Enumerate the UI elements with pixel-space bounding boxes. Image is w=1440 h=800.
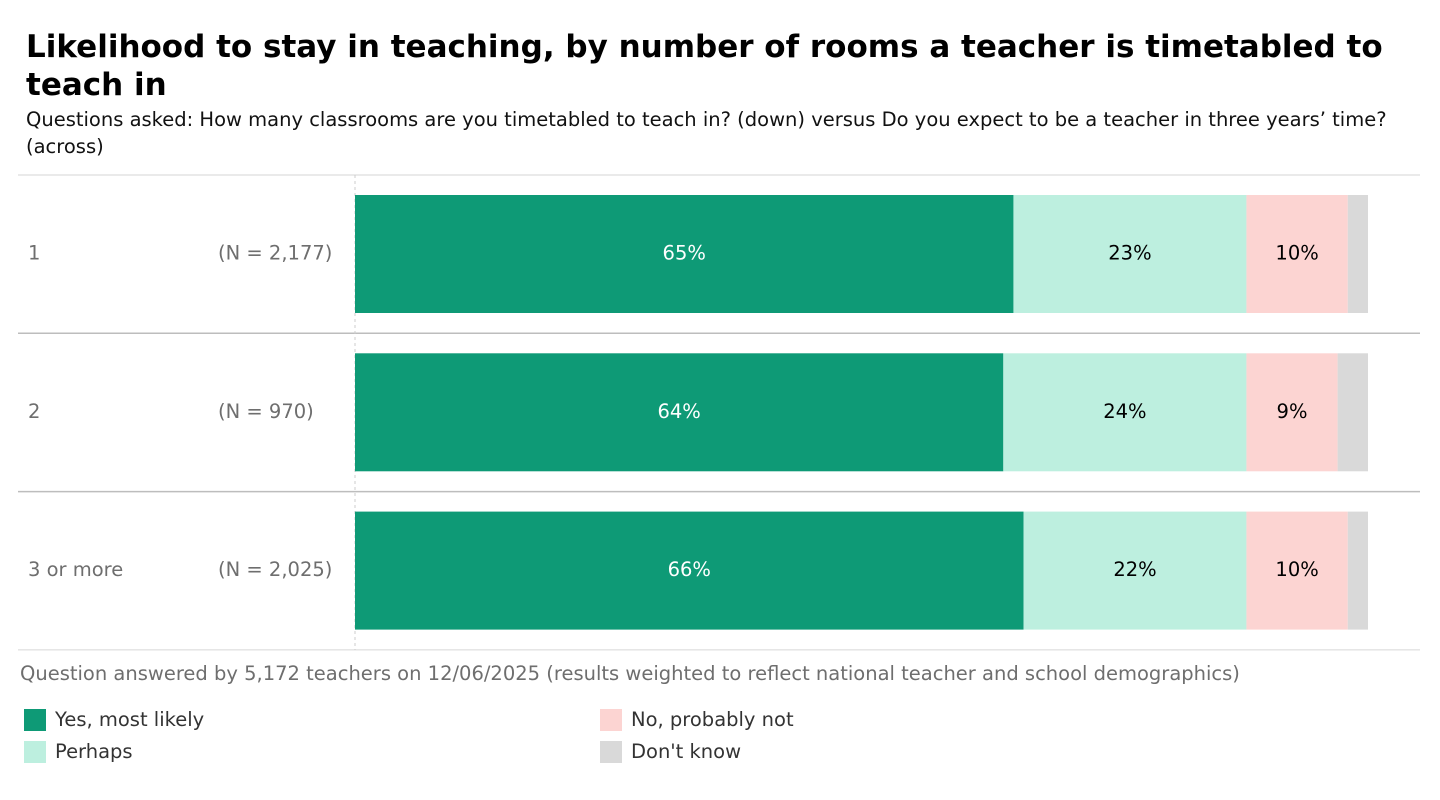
bar-segment bbox=[1003, 353, 1247, 472]
data-label: 24% bbox=[1103, 400, 1146, 423]
bar-segment bbox=[1246, 511, 1348, 630]
legend-swatch-perhaps bbox=[24, 740, 46, 763]
category-label: 2 bbox=[28, 400, 40, 423]
bar-segment bbox=[355, 353, 1004, 472]
data-label: 23% bbox=[1108, 242, 1151, 265]
data-label: 65% bbox=[663, 242, 706, 265]
bar-segment bbox=[1246, 353, 1338, 472]
category-label: 3 or more bbox=[28, 558, 123, 581]
legend-item-perhaps: Perhaps bbox=[24, 740, 133, 763]
category-label: 1 bbox=[28, 242, 40, 265]
bar-segment bbox=[1013, 195, 1247, 313]
legend-swatch-no bbox=[600, 708, 622, 731]
data-label: 10% bbox=[1275, 242, 1318, 265]
legend-swatch-dontknow bbox=[600, 740, 622, 763]
legend-item-dontknow: Don't know bbox=[600, 740, 741, 763]
sample-size-label: (N = 2,177) bbox=[218, 242, 332, 265]
sample-size-label: (N = 970) bbox=[218, 400, 314, 423]
data-label: 66% bbox=[668, 558, 711, 581]
bar-segment bbox=[355, 195, 1014, 313]
sample-size-label: (N = 2,025) bbox=[218, 558, 332, 581]
data-label: 22% bbox=[1113, 558, 1156, 581]
bar-segment bbox=[1023, 511, 1247, 630]
chart-title: Likelihood to stay in teaching, by numbe… bbox=[26, 29, 1383, 103]
legend-label-perhaps: Perhaps bbox=[55, 740, 133, 763]
legend-swatch-yes bbox=[24, 708, 46, 731]
bar-segment bbox=[1337, 353, 1368, 472]
legend-item-yes: Yes, most likely bbox=[24, 708, 204, 731]
chart-subtitle: Questions asked: How many classrooms are… bbox=[26, 108, 1387, 158]
data-label: 9% bbox=[1277, 400, 1308, 423]
bar-segment bbox=[355, 511, 1024, 630]
data-label: 10% bbox=[1275, 558, 1318, 581]
sample-note: Question answered by 5,172 teachers on 1… bbox=[20, 662, 1240, 685]
bar-segment bbox=[1347, 195, 1368, 313]
data-label: 64% bbox=[657, 400, 700, 423]
legend-item-no: No, probably not bbox=[600, 708, 794, 731]
legend-label-no: No, probably not bbox=[631, 708, 794, 731]
bar-segment bbox=[1347, 511, 1368, 630]
legend-label-yes: Yes, most likely bbox=[55, 708, 205, 731]
legend-label-dontknow: Don't know bbox=[631, 740, 742, 763]
bar-segment bbox=[1246, 195, 1348, 313]
